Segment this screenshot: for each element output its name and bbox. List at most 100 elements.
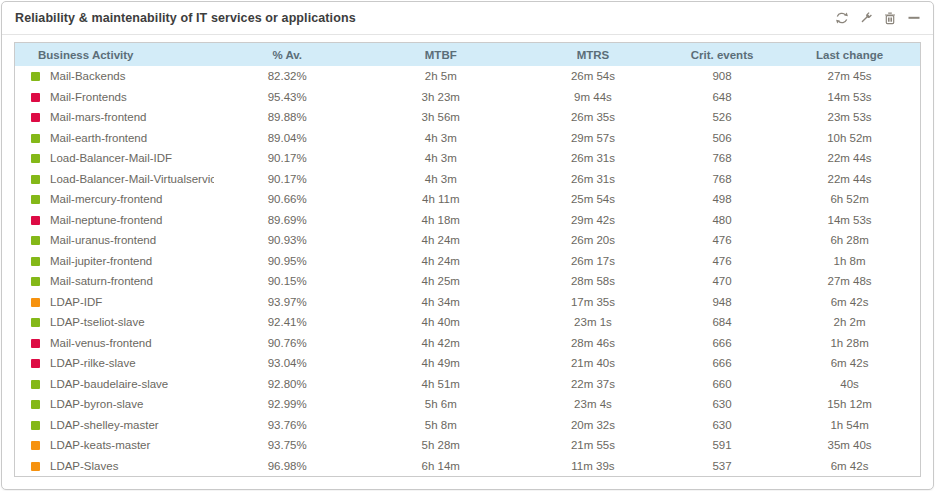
- mtbf-cell: 4h 51m: [361, 374, 521, 395]
- mtbf-cell: 4h 3m: [361, 128, 521, 149]
- table-row: Mail-uranus-frontend90.93%4h 24m26m 20s4…: [15, 230, 921, 251]
- business-activity-cell[interactable]: LDAP-Slaves: [15, 456, 214, 477]
- availability-cell: 82.32%: [214, 66, 361, 87]
- availability-cell: 90.76%: [214, 333, 361, 354]
- business-activity-name: LDAP-byron-slave: [50, 398, 143, 410]
- business-activity-cell[interactable]: Load-Balancer-Mail-IDF: [15, 148, 214, 169]
- mtrs-cell: 29m 42s: [521, 210, 665, 231]
- last-change-cell: 6m 42s: [779, 353, 920, 374]
- last-change-cell: 2h 2m: [779, 312, 920, 333]
- column-header-crit-events[interactable]: Crit. events: [665, 43, 779, 67]
- crit-events-cell: 948: [665, 292, 779, 313]
- last-change-cell: 35m 40s: [779, 435, 920, 456]
- business-activity-cell[interactable]: Mail-neptune-frontend: [15, 210, 214, 231]
- availability-cell: 90.15%: [214, 271, 361, 292]
- crit-events-cell: 768: [665, 169, 779, 190]
- last-change-cell: 1h 28m: [779, 333, 920, 354]
- table-row: Mail-mercury-frontend90.66%4h 11m25m 54s…: [15, 189, 921, 210]
- business-activity-cell[interactable]: Mail-jupiter-frontend: [15, 251, 214, 272]
- mtrs-cell: 26m 17s: [521, 251, 665, 272]
- crit-events-cell: 537: [665, 456, 779, 477]
- crit-events-cell: 470: [665, 271, 779, 292]
- crit-events-cell: 666: [665, 353, 779, 374]
- mtrs-cell: 21m 55s: [521, 435, 665, 456]
- crit-events-cell: 476: [665, 230, 779, 251]
- mtbf-cell: 4h 3m: [361, 148, 521, 169]
- business-activity-cell[interactable]: Mail-mars-frontend: [15, 107, 214, 128]
- business-activity-cell[interactable]: LDAP-keats-master: [15, 435, 214, 456]
- last-change-cell: 22m 44s: [779, 148, 920, 169]
- table-row: LDAP-keats-master93.75%5h 28m21m 55s5913…: [15, 435, 921, 456]
- mtrs-cell: 26m 31s: [521, 148, 665, 169]
- mtbf-cell: 4h 25m: [361, 271, 521, 292]
- wrench-icon[interactable]: [859, 11, 873, 25]
- trash-icon[interactable]: [883, 11, 897, 25]
- availability-cell: 96.98%: [214, 456, 361, 477]
- business-activity-cell[interactable]: LDAP-rilke-slave: [15, 353, 214, 374]
- status-ok-indicator: [31, 257, 40, 266]
- mtbf-cell: 4h 11m: [361, 189, 521, 210]
- business-activity-cell[interactable]: Mail-earth-frontend: [15, 128, 214, 149]
- mtbf-cell: 4h 24m: [361, 251, 521, 272]
- business-activity-cell[interactable]: Load-Balancer-Mail-Virtualservice: [15, 169, 214, 190]
- status-ok-indicator: [31, 72, 40, 81]
- mtbf-cell: 4h 18m: [361, 210, 521, 231]
- business-activity-cell[interactable]: Mail-mercury-frontend: [15, 189, 214, 210]
- minimize-icon[interactable]: [907, 11, 921, 25]
- business-activity-cell[interactable]: LDAP-byron-slave: [15, 394, 214, 415]
- mtbf-cell: 4h 24m: [361, 230, 521, 251]
- business-activity-name: LDAP-IDF: [50, 296, 102, 308]
- business-activity-cell[interactable]: Mail-Frontends: [15, 87, 214, 108]
- mtbf-cell: 5h 8m: [361, 415, 521, 436]
- business-activity-cell[interactable]: LDAP-baudelaire-slave: [15, 374, 214, 395]
- last-change-cell: 1h 54m: [779, 415, 920, 436]
- status-ok-indicator: [31, 380, 40, 389]
- business-activity-name: Load-Balancer-Mail-Virtualservice: [50, 173, 214, 185]
- table-row: Mail-Frontends95.43%3h 23m9m 44s64814m 5…: [15, 87, 921, 108]
- mtbf-cell: 3h 23m: [361, 87, 521, 108]
- table-row: Load-Balancer-Mail-IDF90.17%4h 3m26m 31s…: [15, 148, 921, 169]
- mtrs-cell: 11m 39s: [521, 456, 665, 477]
- availability-cell: 90.66%: [214, 189, 361, 210]
- mtrs-cell: 26m 35s: [521, 107, 665, 128]
- table-row: LDAP-shelley-master93.76%5h 8m20m 32s630…: [15, 415, 921, 436]
- column-header-mtbf[interactable]: MTBF: [361, 43, 521, 67]
- refresh-icon[interactable]: [835, 11, 849, 25]
- business-activity-name: Mail-saturn-frontend: [50, 275, 153, 287]
- mtbf-cell: 4h 42m: [361, 333, 521, 354]
- availability-cell: 95.43%: [214, 87, 361, 108]
- status-ok-indicator: [31, 175, 40, 184]
- availability-cell: 90.95%: [214, 251, 361, 272]
- business-activity-cell[interactable]: Mail-uranus-frontend: [15, 230, 214, 251]
- column-header-last-change[interactable]: Last change: [779, 43, 920, 67]
- widget-panel: Reliability & maintenability of IT servi…: [1, 1, 934, 490]
- availability-cell: 93.04%: [214, 353, 361, 374]
- status-ok-indicator: [31, 277, 40, 286]
- mtrs-cell: 29m 57s: [521, 128, 665, 149]
- status-critical-indicator: [31, 216, 40, 225]
- availability-cell: 90.17%: [214, 169, 361, 190]
- business-activity-cell[interactable]: LDAP-IDF: [15, 292, 214, 313]
- business-activity-cell[interactable]: Mail-saturn-frontend: [15, 271, 214, 292]
- crit-events-cell: 648: [665, 87, 779, 108]
- last-change-cell: 1h 8m: [779, 251, 920, 272]
- mtrs-cell: 28m 46s: [521, 333, 665, 354]
- business-activity-cell[interactable]: Mail-venus-frontend: [15, 333, 214, 354]
- crit-events-cell: 684: [665, 312, 779, 333]
- mtbf-cell: 5h 28m: [361, 435, 521, 456]
- business-activity-name: Mail-mercury-frontend: [50, 193, 162, 205]
- status-critical-indicator: [31, 93, 40, 102]
- column-header-mtrs[interactable]: MTRS: [521, 43, 665, 67]
- business-activity-cell[interactable]: Mail-Backends: [15, 66, 214, 87]
- status-critical-indicator: [31, 339, 40, 348]
- column-header-business-activity[interactable]: Business Activity: [15, 43, 214, 67]
- crit-events-cell: 476: [665, 251, 779, 272]
- mtrs-cell: 22m 37s: [521, 374, 665, 395]
- crit-events-cell: 630: [665, 394, 779, 415]
- business-activity-cell[interactable]: LDAP-tseliot-slave: [15, 312, 214, 333]
- last-change-cell: 6h 28m: [779, 230, 920, 251]
- business-activity-cell[interactable]: LDAP-shelley-master: [15, 415, 214, 436]
- column-header-availability[interactable]: % Av.: [214, 43, 361, 67]
- crit-events-cell: 480: [665, 210, 779, 231]
- last-change-cell: 6h 52m: [779, 189, 920, 210]
